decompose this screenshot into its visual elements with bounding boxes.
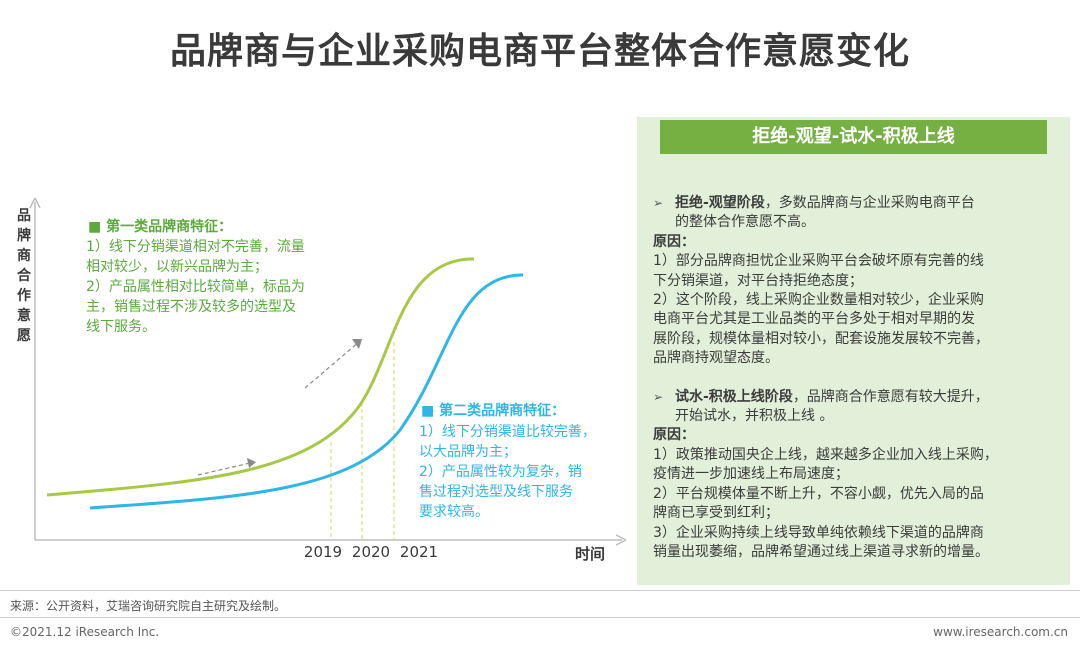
trend-arrow-upper (304, 340, 361, 389)
group1-line: 2）产品属性相对比较简单，标品为 (86, 278, 305, 295)
arrow-bullet-icon: ➢ (653, 196, 664, 210)
svg-text:愿: 愿 (17, 328, 31, 344)
group2-line: 售过程对选型及线下服务 (419, 484, 573, 500)
chart: 品 牌 商 合 作 意 愿 2019 2020 2021 时间 ■ 第一类品牌商… (17, 197, 627, 563)
x-tick-2021: 2021 (400, 543, 438, 561)
group2-line: 以大品牌为主； (419, 443, 517, 460)
x-axis-label: 时间 (575, 545, 605, 563)
stage2-reason: 1）政策推动国央企上线，越来越多企业加入线上采购， (653, 446, 998, 463)
page-title: 品牌商与企业采购电商平台整体合作意愿变化 (169, 31, 910, 72)
panel-body: ➢ 拒绝-观望阶段，多数品牌商与企业采购电商平台 的整体合作意愿不高。 原因： … (653, 194, 1063, 562)
trend-arrow-lower-head (247, 458, 256, 468)
stage1-reason: 2）这个阶段，线上采购企业数量相对较少，企业采购 (653, 292, 984, 309)
website-link[interactable]: www.iresearch.com.cn (933, 625, 1068, 639)
y-axis-label: 品 牌 商 合 作 意 愿 (17, 208, 32, 344)
series-1-line (46, 257, 474, 497)
explanation-panel: 拒绝-观望-试水-积极上线 ➢ 拒绝-观望阶段，多数品牌商与企业采购电商平台 的… (637, 117, 1070, 585)
x-tick-2019: 2019 (304, 543, 342, 561)
group1-line: 主，销售过程不涉及较多的选型及 (86, 298, 296, 315)
group2-line: 2）产品属性较为复杂，销 (419, 463, 582, 480)
footer-divider-bottom (0, 617, 1080, 618)
svg-text:意: 意 (17, 307, 31, 324)
stage1-reason: 品牌商持观望态度。 (653, 350, 779, 367)
source-note: 来源：公开资料，艾瑞咨询研究院自主研究及绘制。 (10, 599, 287, 613)
trend-arrow-upper-head (352, 339, 362, 349)
footer-divider-top (0, 590, 1080, 591)
annotation-group-1: ■ 第一类品牌商特征： 1）线下分销渠道相对不完善，流量 相对较少，以新兴品牌为… (86, 218, 305, 335)
group2-line: 要求较高。 (419, 503, 489, 520)
x-tick-labels: 2019 2020 2021 (304, 543, 438, 561)
annotation-group-2: ■ 第二类品牌商特征： 1）线下分销渠道比较完善， 以大品牌为主； 2）产品属性… (419, 402, 596, 520)
group1-line: 线下服务。 (86, 319, 156, 335)
group2-line: 1）线下分销渠道比较完善， (419, 424, 596, 440)
group2-title: ■ 第二类品牌商特征： (421, 402, 565, 419)
stage2-reason: 牌商已享受到红利； (653, 505, 779, 522)
stage2-reason: 销量出现萎缩，品牌希望通过线上渠道寻求新的增量。 (653, 543, 989, 560)
stage2-heading: ➢ 试水-积极上线阶段，品牌商合作意愿有较大提升， 开始试水，并积极上线 。 (653, 388, 1063, 427)
svg-text:牌: 牌 (17, 227, 31, 244)
stage1-reason: 展阶段，规模体量相对较小，配套设施发展较不完善， (653, 330, 989, 347)
stage1-title: 拒绝-观望阶段 (675, 195, 765, 211)
stage1-text: ，多数品牌商与企业采购电商平台 (764, 195, 975, 211)
stage2-reason: 2）平台规模体量不断上升，不容小觑，优先入局的品 (653, 485, 984, 502)
x-tick-2020: 2020 (352, 543, 390, 561)
trend-arrow-lower (197, 462, 251, 476)
svg-text:合: 合 (17, 267, 32, 284)
stage1-reason: 电商平台尤其是工业品类的平台多处于相对早期的发 (653, 311, 975, 328)
svg-text:商: 商 (17, 247, 31, 264)
copyright: ©2021.12 iResearch Inc. (10, 625, 160, 639)
stage1-reason: 下分销渠道，对平台持拒绝态度； (653, 272, 863, 289)
stage1-text-2: 的整体合作意愿不高。 (675, 214, 815, 231)
stage2-reason-label: 原因： (653, 427, 695, 444)
group1-line: 1）线下分销渠道相对不完善，流量 (86, 239, 305, 255)
svg-text:品: 品 (17, 208, 31, 224)
stage2-text: ，品牌商合作意愿有较大提升， (792, 388, 989, 405)
panel-header: 拒绝-观望-试水-积极上线 (660, 120, 1047, 154)
arrow-bullet-icon: ➢ (653, 389, 664, 404)
group1-line: 相对较少，以新兴品牌为主； (86, 258, 268, 275)
x-axis-arrow (615, 534, 627, 546)
y-axis-arrow (29, 197, 41, 209)
svg-text:作: 作 (17, 287, 31, 304)
stage2-title: 试水-积极上线阶段 (675, 388, 793, 405)
stage2-reason: 3）企业采购持续上线导致单纯依赖线下渠道的品牌商 (653, 524, 984, 541)
stage1-reason-label: 原因： (653, 233, 695, 250)
stage2-text-2: 开始试水，并积极上线 。 (675, 408, 834, 425)
group1-title: ■ 第一类品牌商特征： (88, 218, 232, 235)
stage1-reason: 1）部分品牌商担忧企业采购平台会破坏原有完善的线 (653, 253, 984, 270)
stage1-heading: ➢ 拒绝-观望阶段，多数品牌商与企业采购电商平台 的整体合作意愿不高。 (653, 194, 1063, 233)
stage2-reason: 疫情进一步加速线上布局速度； (653, 466, 849, 483)
series-2-line (89, 273, 523, 510)
